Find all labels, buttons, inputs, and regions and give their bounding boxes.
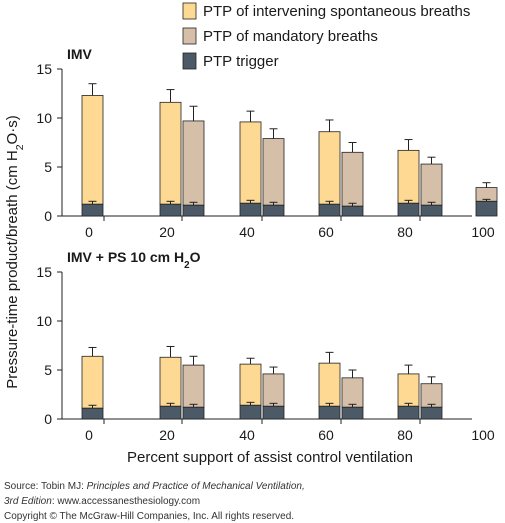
legend-label-2: PTP trigger [203,53,279,70]
bar-spontaneous-0-4 [397,149,420,204]
x-tick-label-1-1: 20 [159,427,175,443]
bar-trigger-mandatory-0-4 [420,204,443,217]
bar-trigger-mandatory-0-3 [341,205,364,217]
bar-spontaneous-1-1 [159,356,182,407]
bar-mandatory-1-1 [182,364,205,408]
bar-spontaneous-0-3 [318,131,341,205]
x-tick-label-0-0: 0 [85,224,93,240]
bar-mandatory-1-4 [420,383,443,408]
y-axis-title-part-b: O·s) [4,115,21,144]
panel-title-1-part-a: IMV + PS 10 cm H [67,249,184,265]
legend-swatch-0 [182,2,197,20]
x-tick-label-0-3: 60 [318,224,334,240]
bar-mandatory-1-2 [262,373,285,407]
y-tick-label-0-1: 5 [44,159,52,175]
legend-swatch-1 [182,27,197,45]
panel-title-0: IMV [67,46,93,62]
bar-mandatory-0-1 [182,120,205,206]
bar-trigger-spontaneous-1-3 [318,405,341,420]
x-tick-label-0-1: 20 [159,224,175,240]
chart-panels: 0 5 10 15 0 20 40 60 80 100 IMV 0 5 10 15 0 20 40 60 80 100 I… [36,46,498,443]
x-tick-label-0-2: 40 [239,224,255,240]
bar-mandatory-1-3 [341,377,364,408]
panel-title-1: IMV + PS 10 cm H2O [67,249,201,271]
panel-title-1-subscript: 2 [184,260,190,271]
y-tick-label-1-1: 5 [44,362,52,378]
panel-0: 0 5 10 15 0 20 40 60 80 100 IMV [36,46,498,240]
x-tick-label-1-0: 0 [85,427,93,443]
bar-trigger-mandatory-1-2 [262,405,285,420]
source-line-2: 3rd Edition: www.accessanesthesiology.co… [4,496,200,507]
x-tick-label-1-5: 100 [471,427,495,443]
bar-trigger-spontaneous-1-0 [81,407,104,420]
y-axis-title-subscript: 2 [14,144,26,150]
source-edition: 3rd Edition [4,496,52,507]
x-tick-label-0-4: 80 [397,224,413,240]
bar-trigger-mandatory-0-1 [182,204,205,217]
y-axis-title-part-a: Pressure-time product/breath (cm H [4,150,21,388]
x-tick-label-0-5: 100 [471,224,495,240]
legend-swatch-2 [182,52,197,70]
bar-trigger-spontaneous-1-1 [159,405,182,420]
source-prefix: Source: Tobin MJ: [4,481,87,492]
y-tick-label-0-3: 15 [36,61,52,77]
x-tick-label-1-2: 40 [239,427,255,443]
bar-spontaneous-0-0 [81,95,104,205]
bar-trigger-mandatory-0-5 [475,200,498,217]
y-tick-label-1-2: 10 [36,313,52,329]
y-axis-title: Pressure-time product/breath (cm H2O·s) [4,115,26,388]
y-tick-label-1-0: 0 [44,411,52,427]
bar-mandatory-0-3 [341,151,364,207]
bar-trigger-mandatory-1-3 [341,406,364,420]
bar-trigger-mandatory-0-2 [262,204,285,217]
y-tick-label-0-0: 0 [44,208,52,224]
y-tick-label-1-3: 15 [36,264,52,280]
bar-spontaneous-1-3 [318,362,341,407]
bar-spontaneous-0-1 [159,101,182,205]
bar-trigger-spontaneous-1-4 [397,405,420,420]
x-axis-title: Percent support of assist control ventil… [127,449,413,466]
copyright-line: Copyright © The McGraw-Hill Companies, I… [4,511,295,522]
panel-title-0-part-a: IMV [67,46,93,62]
bar-spontaneous-1-2 [239,363,262,406]
legend-label-0: PTP of intervening spontaneous breaths [203,3,470,20]
x-tick-label-1-3: 60 [318,427,334,443]
source-book-title: Principles and Practice of Mechanical Ve… [86,481,305,492]
bar-trigger-mandatory-1-1 [182,406,205,420]
bar-spontaneous-1-4 [397,373,420,407]
bar-mandatory-0-2 [262,138,285,206]
legend: PTP of intervening spontaneous breaths PT… [182,2,470,70]
bar-trigger-mandatory-1-4 [420,406,443,420]
legend-label-1: PTP of mandatory breaths [203,28,378,45]
source-line: Source: Tobin MJ: Principles and Practic… [4,481,305,492]
panel-title-1-part-b: O [190,249,201,265]
source-url: : www.accessanesthesiology.com [51,496,201,507]
bar-mandatory-0-4 [420,163,443,206]
bar-spontaneous-1-0 [81,355,104,409]
panel-1: 0 5 10 15 0 20 40 60 80 100 IMV + PS 10 cm H2O [36,249,494,443]
bar-trigger-spontaneous-0-1 [159,203,182,217]
bar-spontaneous-0-2 [239,121,262,204]
y-tick-label-0-2: 10 [36,110,52,126]
bar-trigger-spontaneous-0-2 [239,202,262,217]
x-tick-label-1-4: 80 [397,427,413,443]
bar-trigger-spontaneous-0-0 [81,203,104,217]
bar-trigger-spontaneous-1-2 [239,404,262,420]
bar-trigger-spontaneous-0-4 [397,202,420,217]
bar-trigger-spontaneous-0-3 [318,203,341,217]
